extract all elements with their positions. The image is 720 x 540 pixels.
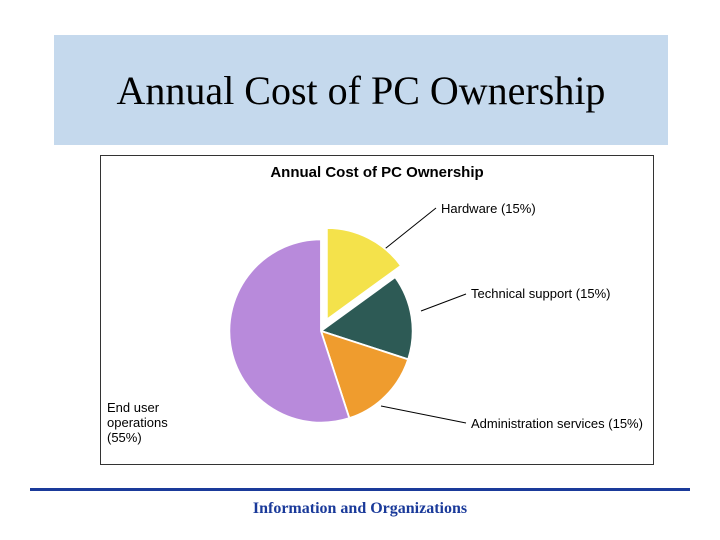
callout-tech-support: Technical support (15%) — [471, 286, 610, 301]
callout-admin-services: Administration services (15%) — [471, 416, 643, 431]
pie-chart — [211, 221, 431, 441]
title-band: Annual Cost of PC Ownership — [54, 35, 668, 145]
footer-rule — [30, 488, 690, 491]
chart-figure: Annual Cost of PC Ownership Hardware (15… — [100, 155, 654, 465]
callout-hardware: Hardware (15%) — [441, 201, 536, 216]
chart-title: Annual Cost of PC Ownership — [101, 164, 653, 181]
callout-end-user: End useroperations(55%) — [107, 401, 168, 446]
slide: Annual Cost of PC Ownership Annual Cost … — [0, 0, 720, 540]
slide-title: Annual Cost of PC Ownership — [117, 67, 606, 114]
footer-text: Information and Organizations — [0, 500, 720, 518]
